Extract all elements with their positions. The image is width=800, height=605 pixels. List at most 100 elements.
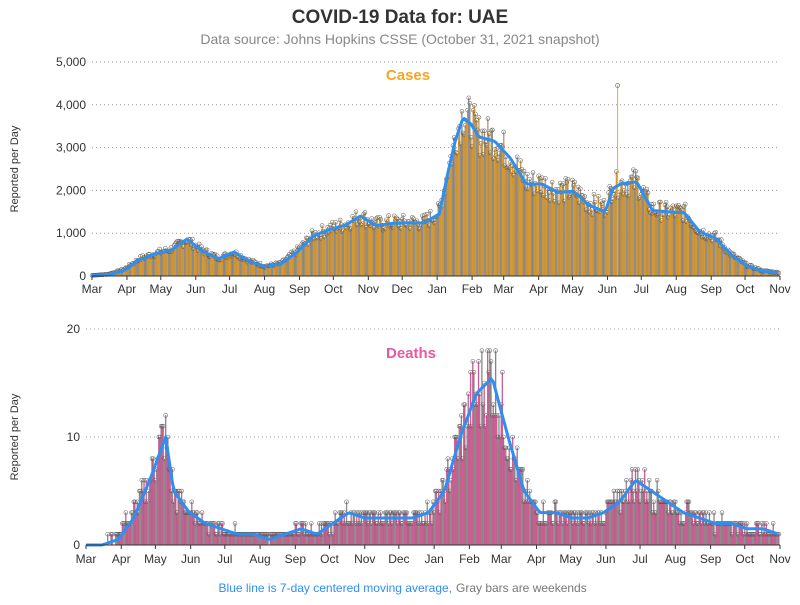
daily-bar: [435, 216, 437, 277]
daily-bar: [146, 501, 149, 546]
daily-bar: [566, 523, 568, 546]
daily-bar: [443, 190, 445, 277]
x-tick-label: Aug: [249, 552, 270, 566]
daily-bar: [604, 215, 606, 277]
daily-point: [393, 510, 398, 515]
daily-bar: [190, 512, 192, 546]
daily-bar: [479, 393, 481, 546]
daily-bar: [310, 237, 312, 277]
daily-bar: [763, 523, 765, 546]
daily-bar: [215, 258, 217, 277]
daily-point: [387, 510, 393, 515]
daily-bar: [182, 501, 184, 546]
daily-bar: [165, 250, 168, 277]
x-tick-label: Jun: [598, 282, 617, 296]
daily-bar: [532, 501, 534, 546]
daily-bar: [646, 490, 648, 546]
daily-bar: [149, 480, 151, 546]
daily-bar: [527, 188, 530, 277]
daily-point: [159, 423, 165, 429]
daily-bar: [203, 251, 205, 277]
daily-bar: [378, 523, 381, 546]
daily-bar: [638, 198, 640, 277]
daily-bar: [606, 212, 609, 277]
daily-point: [648, 210, 653, 215]
daily-bar: [147, 490, 150, 546]
daily-bar: [567, 179, 569, 277]
daily-bar: [618, 197, 620, 277]
x-tick-label: Aug: [666, 282, 687, 296]
daily-bar: [531, 183, 533, 277]
daily-bar: [150, 480, 152, 546]
daily-bar: [438, 205, 440, 277]
daily-bar: [496, 415, 498, 546]
footer-weekend-note: Gray bars are weekends: [456, 581, 587, 595]
daily-bar: [183, 501, 185, 546]
daily-point: [712, 230, 717, 236]
daily-bar: [572, 523, 574, 546]
daily-bar: [154, 480, 157, 546]
daily-bar: [622, 501, 624, 546]
daily-bar: [401, 523, 403, 546]
daily-bar: [563, 200, 566, 277]
daily-bar: [509, 162, 512, 277]
daily-point: [571, 510, 577, 515]
daily-bar: [653, 501, 655, 546]
daily-point: [658, 199, 663, 205]
daily-point: [303, 521, 308, 526]
daily-point: [428, 208, 433, 214]
daily-bar: [630, 176, 632, 277]
daily-point: [445, 456, 451, 461]
x-tick-label: Dec: [388, 552, 409, 566]
daily-bar: [498, 153, 500, 277]
daily-bar: [468, 97, 470, 277]
daily-bar: [381, 225, 383, 277]
daily-bar: [639, 501, 641, 546]
daily-bar: [484, 426, 486, 546]
daily-bar: [204, 523, 207, 546]
daily-bar: [160, 253, 162, 277]
daily-point: [578, 510, 584, 515]
daily-bar: [515, 171, 517, 277]
daily-bar: [338, 227, 340, 277]
daily-bar: [518, 170, 521, 277]
daily-bar: [368, 223, 371, 277]
daily-bar: [764, 534, 766, 546]
daily-bar: [651, 512, 654, 546]
daily-bar: [716, 523, 719, 546]
daily-bar: [459, 426, 461, 546]
daily-bar: [404, 225, 407, 277]
daily-bar: [545, 523, 547, 546]
daily-bar: [304, 243, 306, 277]
daily-bar: [245, 259, 248, 277]
x-tick-label: Nov: [354, 552, 375, 566]
daily-bar: [691, 512, 694, 546]
daily-bar: [697, 523, 699, 546]
daily-bar: [457, 128, 460, 277]
daily-bar: [669, 207, 672, 277]
daily-point: [473, 111, 478, 117]
daily-bar: [760, 534, 762, 546]
daily-bar: [155, 253, 157, 277]
daily-bar: [615, 501, 617, 546]
daily-bar: [576, 195, 578, 277]
daily-bar: [186, 512, 188, 546]
y-axis-label: Reported per Day: [9, 393, 21, 480]
footer-average-note: Blue line is 7-day centered moving avera…: [219, 581, 452, 595]
daily-bar: [315, 238, 318, 277]
x-tick-label: Mar: [82, 282, 103, 296]
daily-bar: [540, 523, 542, 546]
daily-bar: [662, 501, 664, 546]
daily-bar: [588, 523, 590, 546]
daily-bar: [349, 229, 351, 277]
daily-point: [619, 488, 625, 494]
daily-bar: [554, 189, 557, 277]
y-tick-label: 2,000: [56, 183, 86, 197]
daily-bar: [342, 230, 345, 277]
daily-bar: [709, 523, 712, 546]
daily-bar: [162, 251, 164, 277]
daily-bar: [514, 166, 516, 277]
daily-bar: [322, 230, 324, 277]
daily-point: [470, 107, 476, 113]
daily-bar: [376, 523, 378, 546]
